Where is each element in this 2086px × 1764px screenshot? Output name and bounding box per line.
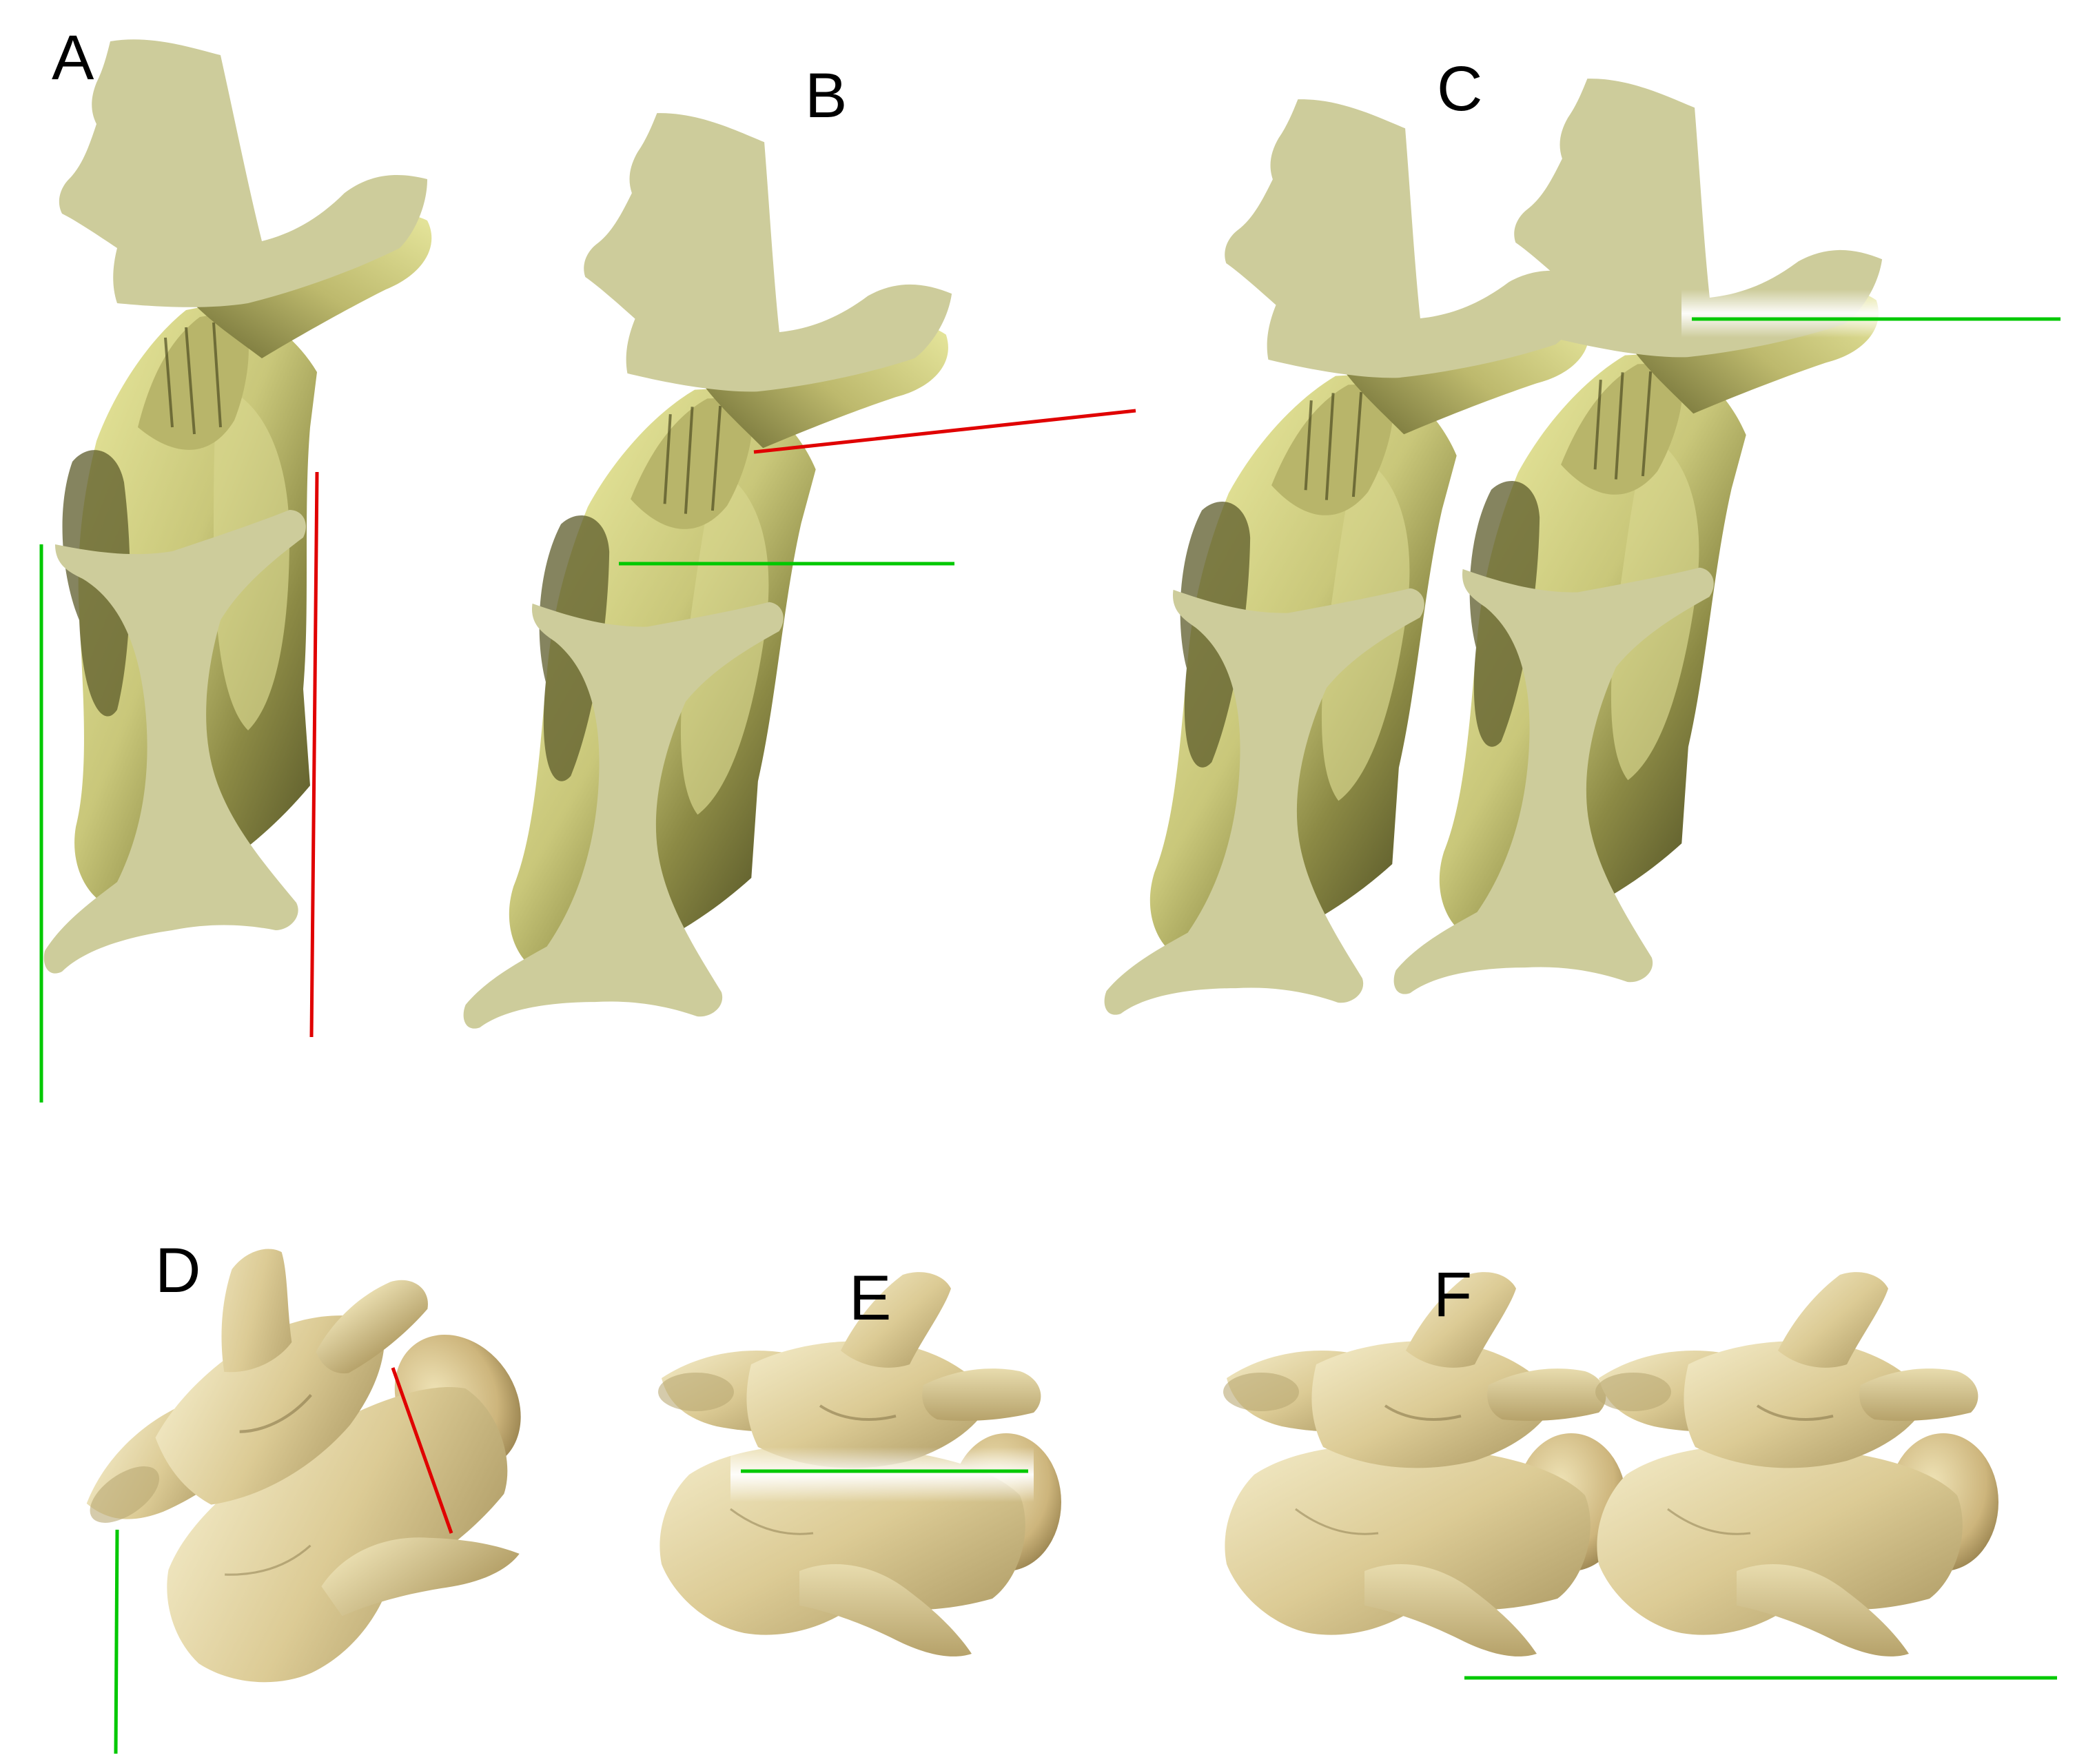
guide-line-red-d bbox=[391, 1367, 453, 1534]
panel-label-e: E bbox=[849, 1263, 891, 1333]
panel-label-f: F bbox=[1433, 1260, 1472, 1330]
vertebra-model-c2 bbox=[1390, 66, 1908, 1048]
vertebra-photo-f2 bbox=[1594, 1271, 2000, 1658]
panel-label-c: C bbox=[1437, 54, 1482, 124]
panel-e: E bbox=[657, 1263, 1063, 1658]
vertebra-model-a bbox=[42, 38, 433, 975]
joint-highlight-c bbox=[1681, 289, 1909, 338]
panel-label-d: D bbox=[155, 1235, 201, 1306]
guide-line-red-b bbox=[753, 409, 1136, 454]
vertebra-photo-d bbox=[20, 1171, 598, 1745]
vertebra-photo-f1 bbox=[1222, 1271, 1628, 1658]
panel-f: F bbox=[1222, 1260, 2057, 1680]
joint-highlight-e bbox=[730, 1447, 1034, 1502]
guide-line-green-d bbox=[114, 1529, 119, 1754]
vertebra-model-b bbox=[460, 101, 977, 1083]
panel-c: C bbox=[1101, 54, 2061, 1069]
panel-d: D bbox=[20, 1171, 598, 1754]
panel-label-a: A bbox=[52, 23, 94, 93]
panel-a: A bbox=[39, 23, 433, 1102]
panel-label-b: B bbox=[805, 61, 847, 131]
panel-b: B bbox=[460, 61, 1136, 1083]
guide-line-red-a bbox=[309, 471, 319, 1038]
